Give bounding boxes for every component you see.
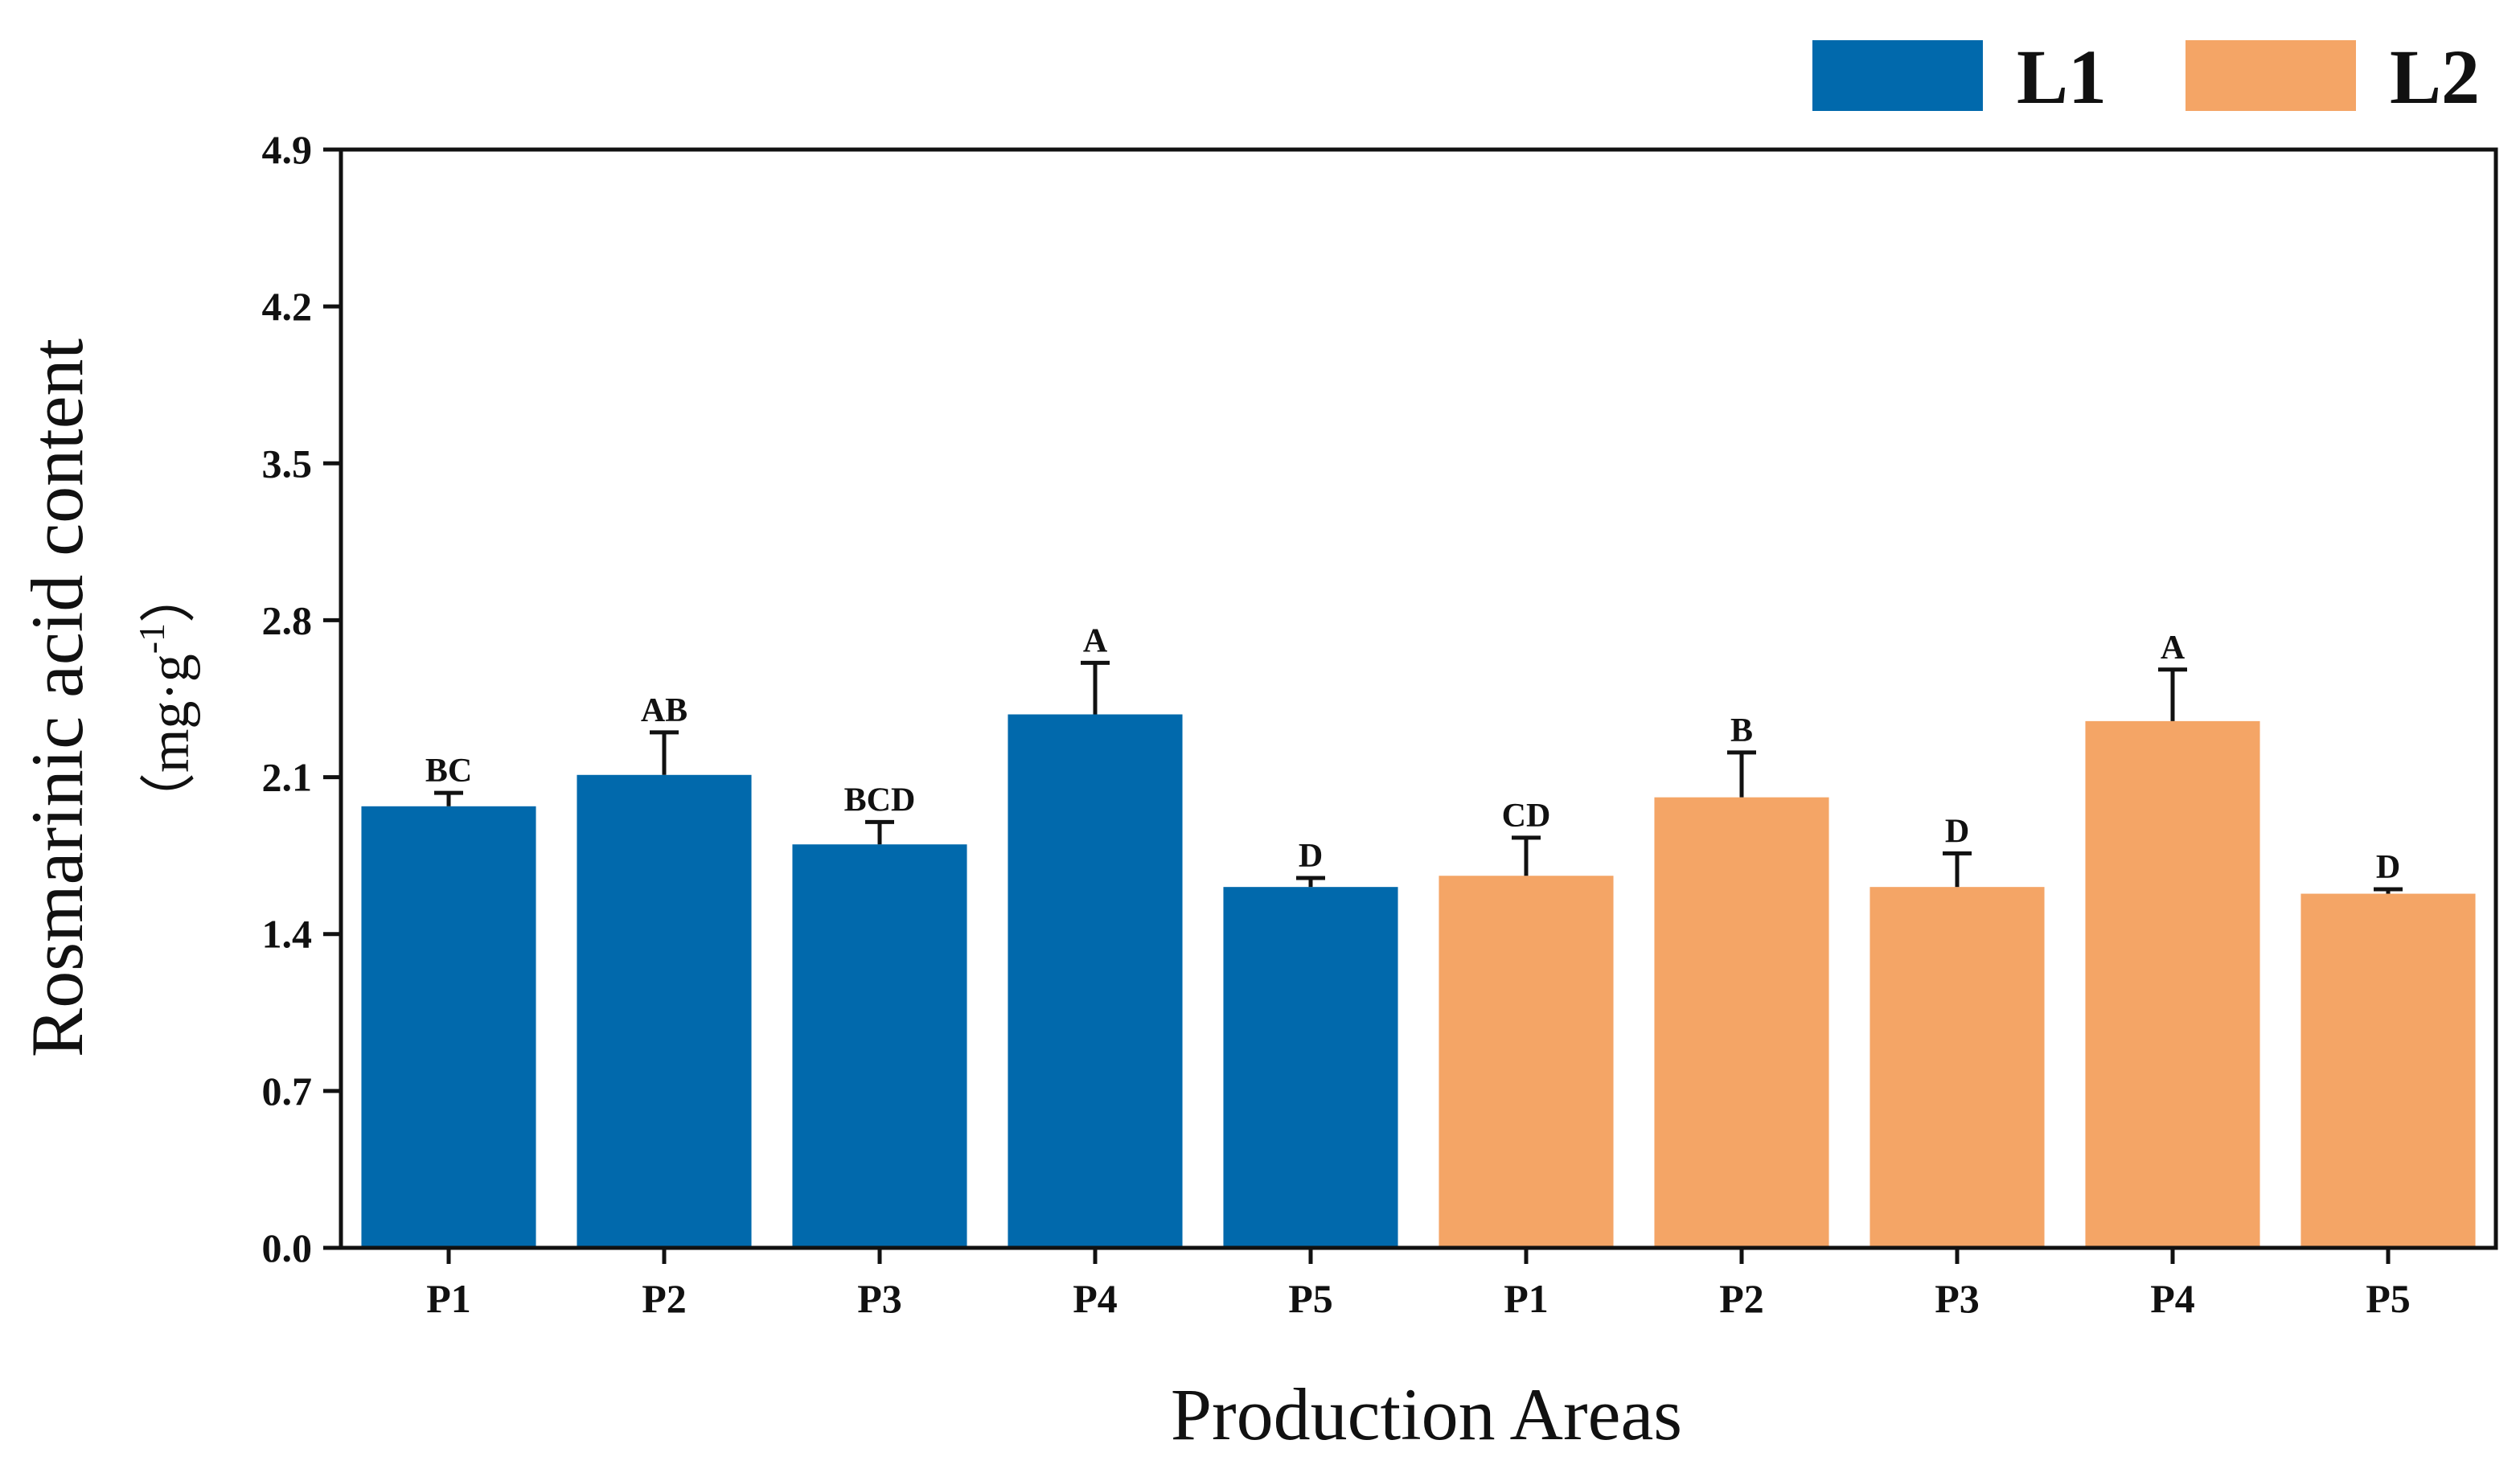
- error-bars-layer: [434, 660, 2403, 894]
- y-tick-label: 1.4: [262, 912, 313, 957]
- legend-label-l2: L2: [2390, 34, 2480, 120]
- y-tick-label: 4.9: [262, 127, 313, 172]
- x-tick-label: P1: [426, 1276, 471, 1321]
- legend-swatch-l1: [1812, 40, 1983, 111]
- y-tick-label: 0.7: [262, 1069, 313, 1114]
- y-axis-title: Rosmarinic acid content: [16, 338, 98, 1057]
- significance-letter: A: [2161, 630, 2186, 667]
- x-tick-label: P1: [1504, 1276, 1549, 1321]
- bar-l1-p2: [577, 774, 752, 1248]
- significance-letter: AB: [641, 692, 687, 729]
- bar-l1-p5: [1223, 887, 1398, 1248]
- legend-label-l1: L1: [2017, 34, 2107, 120]
- x-tick-label: P2: [1719, 1276, 1764, 1321]
- bar-l1-p4: [1008, 714, 1183, 1248]
- plot-frame: [339, 147, 2498, 1250]
- x-tick-label: P5: [2366, 1276, 2411, 1321]
- y-tick-label: 0.0: [262, 1225, 313, 1270]
- significance-letter: B: [1730, 712, 1753, 749]
- y-axis: 0.0 0.7 1.4 2.1 2.8 3.5 4.2 4.9: [262, 127, 341, 1270]
- significance-letter: D: [1945, 813, 1969, 850]
- bar-l1-p3: [792, 844, 967, 1248]
- y-unit-superscript: -1: [131, 623, 172, 654]
- legend-swatch-l2: [2186, 40, 2356, 111]
- y-tick-label: 3.5: [262, 441, 313, 486]
- x-tick-label: P4: [2150, 1276, 2195, 1321]
- significance-letter: A: [1083, 622, 1108, 659]
- bar-l2-p4: [2085, 720, 2260, 1248]
- x-tick-label: P3: [857, 1276, 902, 1321]
- x-tick-label: P4: [1073, 1276, 1118, 1321]
- significance-letters-layer: BC AB BCD A D CD B D A D: [425, 622, 2400, 886]
- bar-l2-p3: [1869, 887, 2045, 1248]
- significance-letter: CD: [1502, 798, 1551, 835]
- bars-layer: [361, 714, 2476, 1248]
- x-tick-label: P3: [1935, 1276, 1980, 1321]
- y-tick-label: 2.1: [262, 755, 313, 800]
- bar-l2-p1: [1439, 876, 1614, 1248]
- y-tick-label: 2.8: [262, 597, 313, 642]
- bar-l2-p2: [1654, 797, 1829, 1248]
- bar-l1-p1: [361, 806, 536, 1248]
- y-unit-base: （mg·g: [139, 654, 201, 829]
- y-axis-title-group: Rosmarinic acid content （mg·g-1）: [16, 338, 201, 1057]
- significance-letter: BC: [425, 753, 472, 790]
- bar-l2-p5: [2300, 893, 2476, 1248]
- y-unit-close: ）: [139, 567, 201, 623]
- y-axis-unit: （mg·g-1）: [131, 567, 201, 829]
- significance-letter: D: [1299, 838, 1323, 875]
- significance-letter: BCD: [844, 782, 916, 819]
- significance-letter: D: [2376, 849, 2400, 886]
- x-axis-title: Production Areas: [1171, 1373, 1682, 1455]
- y-tick-label: 4.2: [262, 284, 313, 329]
- x-tick-label: P5: [1288, 1276, 1333, 1321]
- x-axis: P1 P2 P3 P4 P5 P1 P2 P3 P4 P5: [426, 1248, 2411, 1321]
- x-tick-label: P2: [642, 1276, 687, 1321]
- legend: L1 L2: [1812, 34, 2480, 120]
